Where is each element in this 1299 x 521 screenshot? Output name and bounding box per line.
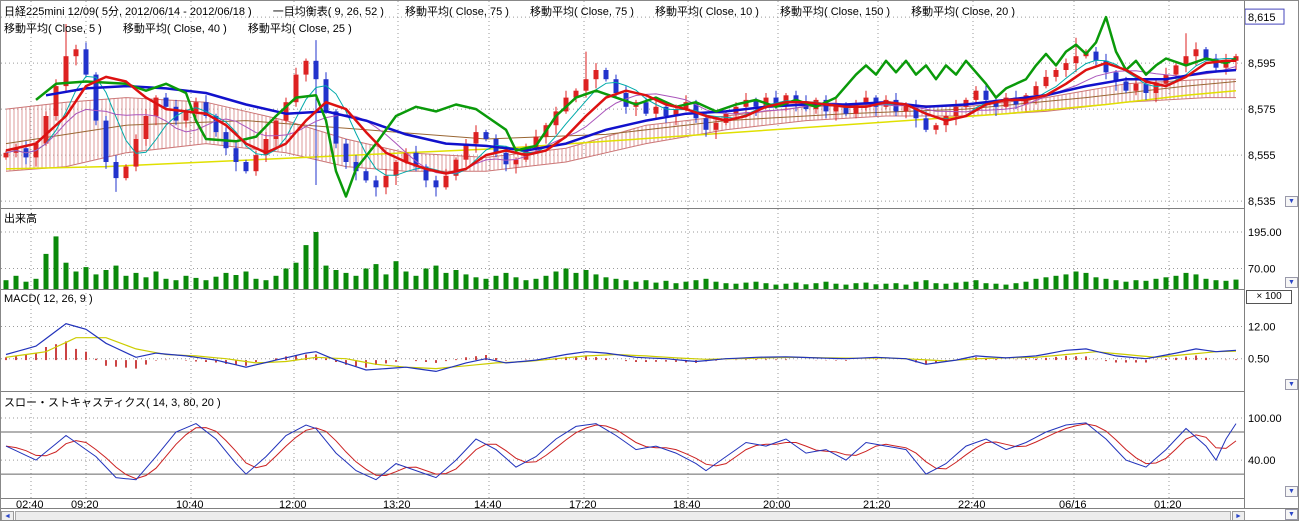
time-label: 06/16 (1059, 499, 1087, 511)
svg-text:8,555: 8,555 (1248, 150, 1276, 162)
legend-ma75-a: 移動平均( Close, 75 ) (405, 6, 509, 18)
svg-text:0.50: 0.50 (1248, 354, 1269, 366)
svg-text:8,535: 8,535 (1248, 196, 1276, 208)
time-axis: 02:40 09:20 10:40 12:00 13:20 14:40 17:20 18:40… (1, 499, 1245, 511)
svg-text:8,575: 8,575 (1248, 104, 1276, 116)
corner-scroll-down-button[interactable]: ▼ (1285, 509, 1298, 520)
legend-ma150: 移動平均( Close, 150 ) (780, 6, 891, 18)
horizontal-scrollbar[interactable]: ◄ ► (1, 510, 1245, 520)
time-label: 01:20 (1154, 499, 1182, 511)
scroll-right-button[interactable]: ► (1232, 511, 1245, 520)
legend-ma10: 移動平均( Close, 10 ) (655, 6, 759, 18)
time-label: 17:20 (569, 499, 597, 511)
svg-text:40.00: 40.00 (1248, 455, 1276, 467)
legend-ma75-b: 移動平均( Close, 75 ) (530, 6, 634, 18)
time-label: 13:20 (383, 499, 411, 511)
time-label: 14:40 (474, 499, 502, 511)
macd-pane-label: MACD( 12, 26, 9 ) (4, 293, 93, 305)
instrument-title: 日経225mini 12/09( 5分, 2012/06/14 - 2012/0… (4, 6, 252, 18)
stoch-pane-label: スロー・ストキャスティクス( 14, 3, 80, 20 ) (4, 397, 221, 409)
legend-ichimoku: 一目均衡表( 9, 26, 52 ) (272, 6, 384, 18)
time-label: 21:20 (863, 499, 891, 511)
legend-row-1: 日経225mini 12/09( 5分, 2012/06/14 - 2012/0… (4, 3, 1033, 19)
time-label: 18:40 (673, 499, 701, 511)
time-label: 20:00 (763, 499, 791, 511)
macd-scale-down-button[interactable]: ▼ (1285, 379, 1298, 390)
svg-text:12.00: 12.00 (1248, 322, 1276, 334)
legend-ma40: 移動平均( Close, 40 ) (122, 23, 227, 35)
svg-text:8,595: 8,595 (1248, 58, 1276, 70)
volume-scale-multiplier: × 100 (1246, 290, 1292, 304)
legend-ma25: 移動平均( Close, 25 ) (247, 23, 352, 35)
volume-pane-label: 出来高 (4, 213, 37, 225)
svg-text:100.00: 100.00 (1248, 413, 1282, 425)
legend-ma5: 移動平均( Close, 5 ) (4, 23, 102, 35)
time-label: 02:40 (16, 499, 44, 511)
svg-text:70.00: 70.00 (1248, 264, 1276, 276)
scrollbar-thumb[interactable] (15, 511, 1231, 520)
legend-row-2: 移動平均( Close, 5 ) 移動平均( Close, 40 ) 移動平均(… (4, 20, 370, 36)
stoch-scale-down-button[interactable]: ▼ (1285, 486, 1298, 497)
time-label: 09:20 (71, 499, 99, 511)
time-label: 12:00 (279, 499, 307, 511)
volume-scale-down-button[interactable]: ▼ (1285, 277, 1298, 288)
price-scale-down-button[interactable]: ▼ (1285, 196, 1298, 207)
svg-text:8,615: 8,615 (1248, 12, 1276, 24)
time-label: 10:40 (176, 499, 204, 511)
scroll-left-button[interactable]: ◄ (1, 511, 14, 520)
legend-ma20: 移動平均( Close, 20 ) (911, 6, 1016, 18)
time-label: 22:40 (958, 499, 986, 511)
svg-text:195.00: 195.00 (1248, 227, 1282, 239)
